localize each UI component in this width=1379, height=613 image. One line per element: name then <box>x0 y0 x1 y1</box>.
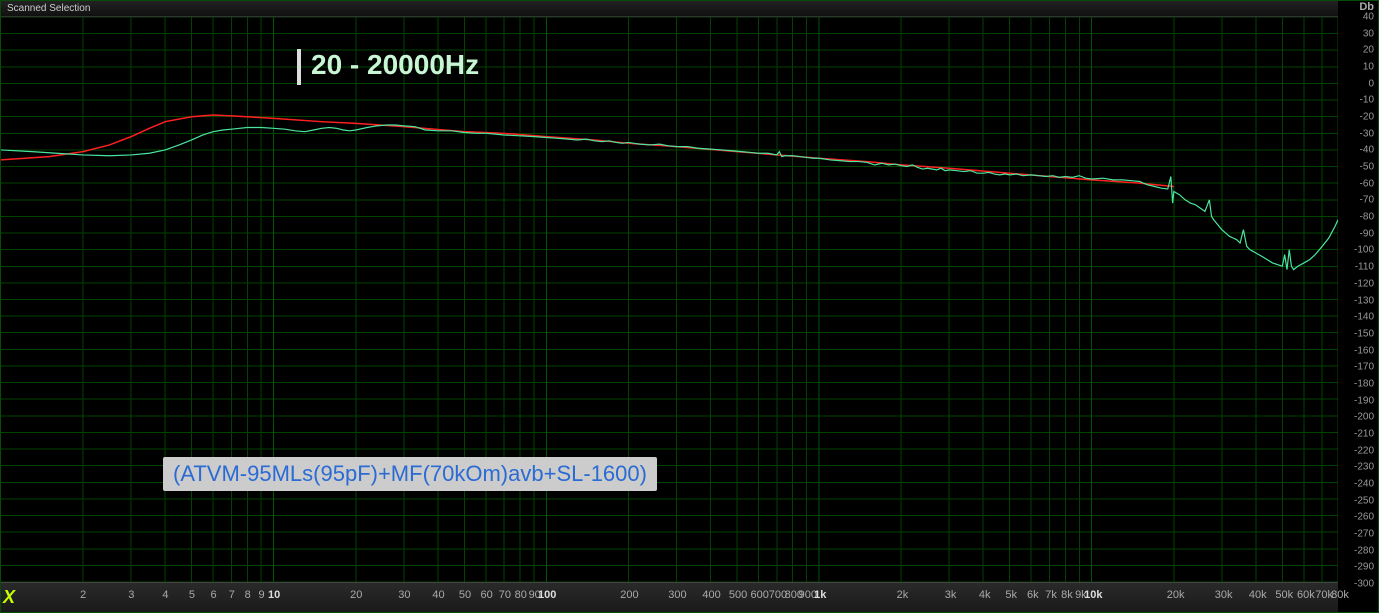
x-tick: 50 <box>459 589 471 601</box>
chart-svg <box>1 17 1338 582</box>
x-tick: 20k <box>1167 589 1185 601</box>
y-tick: -220 <box>1354 445 1374 456</box>
y-tick: -80 <box>1360 212 1374 223</box>
y-tick: 0 <box>1368 78 1374 89</box>
x-tick: 200 <box>620 589 638 601</box>
x-tick: 6 <box>210 589 216 601</box>
x-tick: 2k <box>897 589 909 601</box>
x-tick: 10 <box>268 589 280 601</box>
x-tick: 70 <box>499 589 511 601</box>
y-tick: -110 <box>1355 262 1374 273</box>
y-tick: -40 <box>1360 145 1374 156</box>
x-tick: 600 <box>751 589 769 601</box>
frequency-range-title: 20 - 20000Hz <box>311 49 479 81</box>
x-tick: 2 <box>80 589 86 601</box>
title-bar-icon <box>297 49 301 85</box>
y-tick: 30 <box>1363 28 1374 39</box>
x-tick: 40 <box>432 589 444 601</box>
y-tick: -90 <box>1360 228 1374 239</box>
x-tick: 20 <box>350 589 362 601</box>
y-tick: 40 <box>1363 12 1374 23</box>
x-axis: X 23456789102030405060708090100200300400… <box>1 582 1338 612</box>
fft-chart[interactable] <box>1 17 1338 582</box>
y-tick: -60 <box>1360 178 1374 189</box>
x-tick: 400 <box>702 589 720 601</box>
y-tick: -30 <box>1360 128 1374 139</box>
y-tick: -190 <box>1354 395 1374 406</box>
x-tick: 100 <box>538 589 556 601</box>
window-header: Scanned Selection <box>1 1 1338 17</box>
x-tick: 30k <box>1215 589 1233 601</box>
x-tick: 80 <box>515 589 527 601</box>
x-tick: 4 <box>162 589 168 601</box>
x-tick: 10k <box>1084 589 1102 601</box>
x-tick: 7k <box>1045 589 1057 601</box>
x-tick: 5k <box>1005 589 1017 601</box>
y-tick: -290 <box>1354 562 1374 573</box>
x-cursor-icon: X <box>3 587 15 608</box>
x-tick: 80k <box>1331 589 1349 601</box>
x-tick: 5 <box>189 589 195 601</box>
y-tick: -10 <box>1360 95 1374 106</box>
equipment-caption: (ATVM-95MLs(95pF)+MF(70kOm)avb+SL-1600) <box>163 457 657 491</box>
x-tick: 6k <box>1027 589 1039 601</box>
x-tick: 40k <box>1249 589 1267 601</box>
y-tick: -140 <box>1354 312 1374 323</box>
y-tick: -300 <box>1354 579 1374 590</box>
y-tick: 10 <box>1363 62 1374 73</box>
y-tick: -250 <box>1354 495 1374 506</box>
y-tick: -280 <box>1354 545 1374 556</box>
y-tick: -270 <box>1354 528 1374 539</box>
y-tick: -200 <box>1354 412 1374 423</box>
y-axis: 403020100-10-20-30-40-50-60-70-80-90-100… <box>1338 17 1378 582</box>
y-tick: -150 <box>1354 328 1374 339</box>
y-tick: -50 <box>1360 162 1374 173</box>
x-tick: 3 <box>128 589 134 601</box>
x-tick: 60 <box>480 589 492 601</box>
x-tick: 8k <box>1061 589 1073 601</box>
x-tick: 1k <box>814 589 826 601</box>
y-tick: 20 <box>1363 45 1374 56</box>
x-tick: 4k <box>979 589 991 601</box>
x-tick: 3k <box>945 589 957 601</box>
y-tick: -210 <box>1354 428 1374 439</box>
app-frame: Scanned Selection Db 403020100-10-20-30-… <box>0 0 1379 613</box>
y-tick: -230 <box>1354 462 1374 473</box>
x-tick: 300 <box>668 589 686 601</box>
y-tick: -130 <box>1354 295 1374 306</box>
x-tick: 30 <box>398 589 410 601</box>
x-tick: 50k <box>1275 589 1293 601</box>
y-tick: -240 <box>1354 478 1374 489</box>
x-tick: 8 <box>245 589 251 601</box>
window-title: Scanned Selection <box>7 3 90 14</box>
x-tick: 9 <box>259 589 265 601</box>
y-tick: -70 <box>1360 195 1374 206</box>
y-tick: -160 <box>1354 345 1374 356</box>
y-tick: -180 <box>1354 378 1374 389</box>
y-tick: -100 <box>1354 245 1374 256</box>
y-tick: -20 <box>1360 112 1374 123</box>
y-tick: -120 <box>1354 278 1374 289</box>
x-tick: 7 <box>229 589 235 601</box>
y-tick: -170 <box>1354 362 1374 373</box>
x-tick: 500 <box>729 589 747 601</box>
x-tick: 60k <box>1297 589 1315 601</box>
series-red-reference <box>1 115 1174 186</box>
y-tick: -260 <box>1354 512 1374 523</box>
